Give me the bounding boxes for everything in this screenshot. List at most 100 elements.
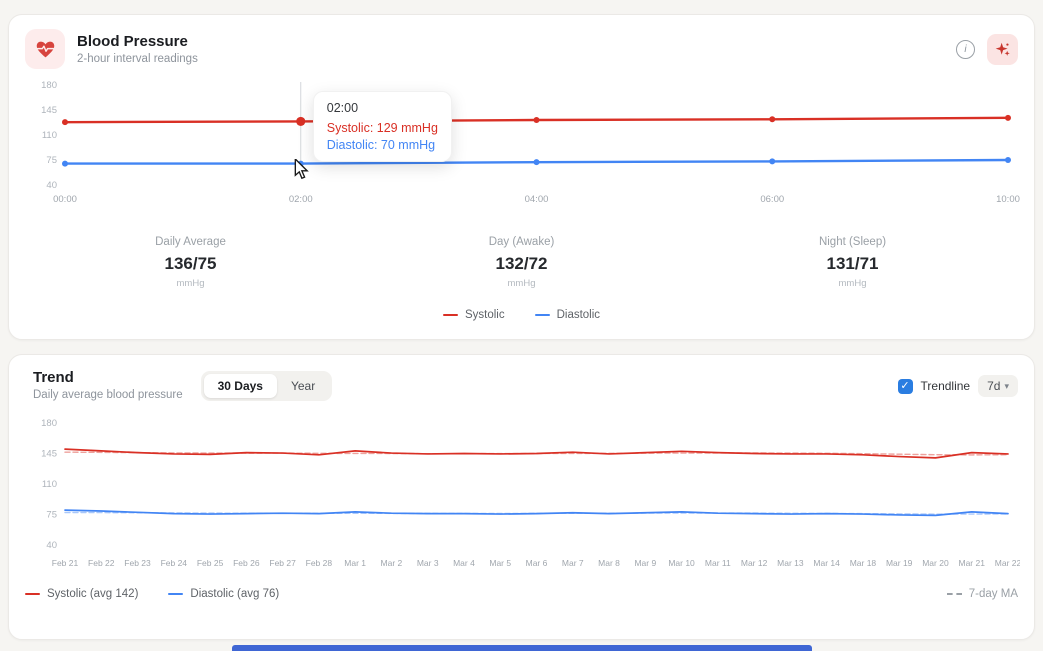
svg-text:Feb 21: Feb 21 (52, 558, 79, 568)
bp-card-subtitle: 2-hour interval readings (77, 53, 198, 65)
sparkle-icon (995, 42, 1010, 56)
legend-label: Diastolic (avg 76) (190, 588, 280, 600)
ai-sparkle-button[interactable] (987, 33, 1018, 65)
svg-text:Feb 28: Feb 28 (306, 558, 333, 568)
stat-label: Day (Awake) (488, 236, 555, 248)
legend-systolic-avg: Systolic (avg 142) (25, 588, 138, 600)
stat-day-awake: Day (Awake) 132/72 mmHg (356, 236, 687, 289)
legend-7day-ma: 7-day MA (946, 588, 1018, 600)
svg-text:Mar 12: Mar 12 (741, 558, 768, 568)
legend-systolic: Systolic (442, 309, 505, 321)
heart-icon (25, 29, 65, 69)
info-icon[interactable]: i (956, 39, 975, 59)
stat-value: 132/72 (495, 254, 548, 273)
check-icon: ✓ (900, 379, 910, 392)
svg-text:Mar 3: Mar 3 (417, 558, 439, 568)
bp-stats-row: Daily Average 136/75 mmHg Day (Awake) 13… (25, 236, 1018, 289)
svg-text:02:00: 02:00 (289, 194, 313, 205)
bp-card-title: Blood Pressure (77, 33, 188, 50)
svg-text:Mar 13: Mar 13 (777, 558, 804, 568)
svg-text:Mar 14: Mar 14 (813, 558, 840, 568)
svg-text:Feb 24: Feb 24 (161, 558, 188, 568)
systolic-line-swatch (25, 593, 40, 595)
trend-card-header: Trend Daily average blood pressure 30 Da… (25, 369, 1018, 401)
stat-night-sleep: Night (Sleep) 131/71 mmHg (687, 236, 1018, 289)
svg-text:Mar 7: Mar 7 (562, 558, 584, 568)
svg-text:110: 110 (42, 130, 57, 141)
ma-line-swatch (946, 593, 962, 595)
svg-text:Mar 2: Mar 2 (381, 558, 403, 568)
stat-label: Night (Sleep) (818, 236, 887, 248)
stat-label: Daily Average (155, 236, 226, 248)
svg-text:Mar 21: Mar 21 (958, 558, 985, 568)
svg-text:145: 145 (41, 449, 57, 460)
stat-value: 136/75 (164, 254, 217, 273)
svg-text:Mar 5: Mar 5 (489, 558, 511, 568)
svg-text:10:00: 10:00 (996, 194, 1020, 205)
svg-text:180: 180 (41, 80, 57, 91)
stat-unit: mmHg (176, 278, 205, 289)
stat-unit: mmHg (507, 278, 536, 289)
svg-text:Mar 18: Mar 18 (850, 558, 877, 568)
bp-legend: Systolic Diastolic (25, 309, 1018, 321)
bp-line-chart[interactable]: 40 75 110 145 180 00:00 02:00 04:00 06:00 10:00 (25, 77, 1020, 207)
svg-text:Feb 25: Feb 25 (197, 558, 224, 568)
range-year-button[interactable]: Year (277, 374, 329, 398)
legend-label: Systolic (avg 142) (47, 588, 139, 600)
trend-line-chart[interactable]: 40 75 110 145 180 Feb 21 Feb 22 Feb 23 Feb 24 Feb… (25, 415, 1021, 571)
svg-text:Mar 22: Mar 22 (995, 558, 1020, 568)
trend-chart-area: 40 75 110 145 180 Feb 21 Feb 22 Feb 23 Feb 24 Feb… (25, 415, 1021, 576)
svg-text:75: 75 (46, 510, 57, 521)
trend-card: Trend Daily average blood pressure 30 Da… (8, 354, 1035, 640)
trend-subtitle: Daily average blood pressure (33, 389, 183, 401)
tooltip-diastolic: Diastolic: 70 mmHg (326, 138, 436, 152)
systolic-line-swatch (442, 314, 458, 316)
stat-value: 131/71 (826, 254, 879, 273)
svg-text:04:00: 04:00 (525, 194, 549, 205)
svg-text:Feb 22: Feb 22 (88, 558, 115, 568)
legend-diastolic-avg: Diastolic (avg 76) (168, 588, 279, 600)
svg-text:Mar 19: Mar 19 (886, 558, 913, 568)
trendline-checkbox[interactable]: ✓ (897, 378, 913, 394)
svg-text:180: 180 (41, 418, 57, 429)
bp-card-header: Blood Pressure 2-hour interval readings … (25, 29, 1018, 69)
svg-text:Mar 4: Mar 4 (453, 558, 475, 568)
trendline-label: Trendline (920, 379, 971, 393)
svg-text:Feb 23: Feb 23 (124, 558, 151, 568)
bottom-scrollbar[interactable] (232, 645, 812, 651)
diastolic-line-swatch (168, 593, 184, 595)
svg-text:Mar 10: Mar 10 (668, 558, 695, 568)
trend-title: Trend (33, 369, 74, 386)
svg-text:Mar 8: Mar 8 (598, 558, 620, 568)
ma-window-select[interactable]: 7d ▾ (978, 375, 1018, 397)
svg-text:40: 40 (46, 180, 57, 191)
legend-label: 7-day MA (968, 588, 1018, 600)
diastolic-line-swatch (534, 314, 550, 316)
tooltip-time: 02:00 (326, 101, 359, 115)
trend-legend: Systolic (avg 142) Diastolic (avg 76) 7-… (25, 588, 1018, 600)
svg-text:00:00: 00:00 (53, 194, 77, 205)
range-30-days-button[interactable]: 30 Days (203, 374, 277, 398)
legend-diastolic: Diastolic (534, 309, 601, 321)
stat-daily-average: Daily Average 136/75 mmHg (25, 236, 356, 289)
svg-text:Feb 26: Feb 26 (233, 558, 260, 568)
info-glyph: i (964, 43, 967, 55)
svg-text:145: 145 (41, 105, 57, 116)
svg-text:Feb 27: Feb 27 (269, 558, 296, 568)
svg-text:Mar 11: Mar 11 (705, 558, 731, 568)
svg-text:40: 40 (46, 540, 57, 551)
svg-text:06:00: 06:00 (760, 194, 784, 205)
svg-text:110: 110 (42, 479, 57, 490)
stat-unit: mmHg (838, 278, 867, 289)
chart-tooltip: 02:00 Systolic: 129 mmHg Diastolic: 70 m… (312, 91, 452, 162)
legend-label: Diastolic (556, 309, 601, 321)
chevron-down-icon: ▾ (1004, 380, 1009, 391)
legend-label: Systolic (464, 309, 505, 321)
svg-text:75: 75 (46, 155, 57, 166)
tooltip-systolic: Systolic: 129 mmHg (326, 121, 438, 135)
ma-select-value: 7d (987, 379, 1001, 393)
range-toggle: 30 Days Year (200, 371, 333, 401)
blood-pressure-card: Blood Pressure 2-hour interval readings … (8, 14, 1035, 340)
svg-text:Mar 6: Mar 6 (526, 558, 548, 568)
svg-text:Mar 9: Mar 9 (634, 558, 656, 568)
